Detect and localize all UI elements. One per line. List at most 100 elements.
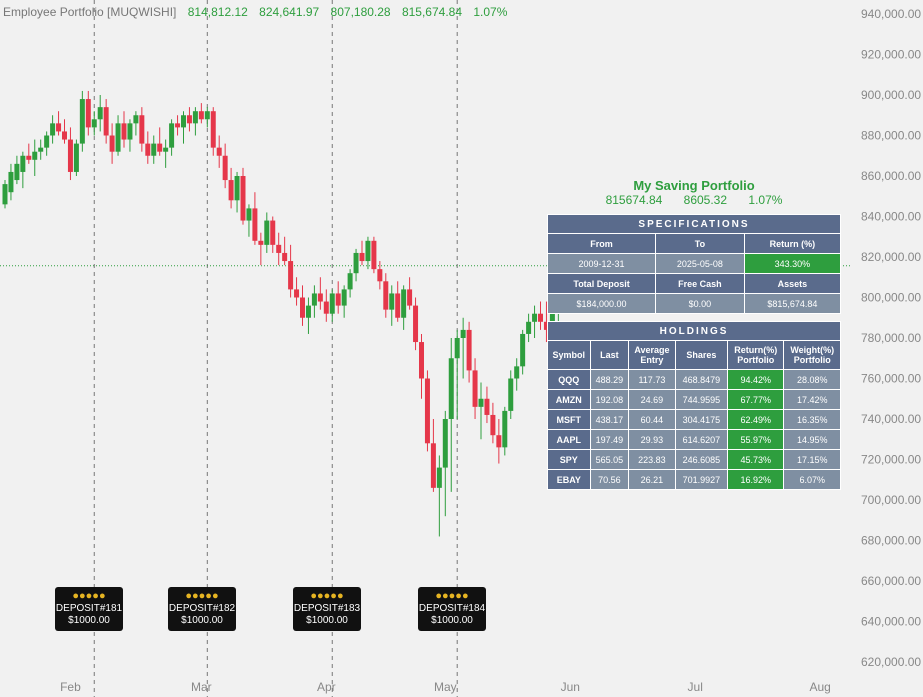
candle-body — [294, 289, 300, 298]
deposit-amount: $1000.00 — [68, 615, 110, 626]
shares-cell: 468.8479 — [674, 369, 729, 390]
y-tick-label: 820,000.00 — [861, 250, 921, 264]
holdings-title: HOLDINGS — [547, 321, 841, 341]
last-cell: 488.29 — [589, 369, 630, 390]
candle-body — [371, 240, 377, 270]
entry-cell: 223.83 — [628, 449, 676, 470]
candle-body — [323, 301, 329, 314]
candle-body — [20, 155, 26, 172]
x-tick-label: Apr — [317, 680, 336, 694]
ohlc-change: 1.07% — [473, 5, 508, 19]
candle-body — [210, 111, 216, 148]
candle-body — [151, 143, 157, 156]
candle-body — [472, 370, 478, 407]
candle-body — [8, 171, 14, 193]
shares-cell: 744.9595 — [674, 389, 729, 410]
candle-body — [73, 143, 79, 172]
candle-body — [383, 281, 389, 310]
price-axis: 940,000.00 920,000.00 900,000.00 880,000.00… — [861, 7, 921, 669]
deposit-label[interactable]: ●●●●● DEPOSIT#184 $1000.00 — [418, 587, 486, 631]
column-header: Weight(%) Portfolio — [783, 340, 841, 370]
ohlc-high: 824,641.97 — [259, 5, 320, 19]
candle-body — [401, 289, 407, 318]
y-tick-label: 900,000.00 — [861, 88, 921, 102]
candle-body — [520, 333, 526, 367]
money-bag-icon: ●●●●● — [72, 590, 106, 602]
money-bag-icon: ●●●●● — [185, 590, 219, 602]
deposit-amount: $1000.00 — [181, 615, 223, 626]
weight-cell: 17.42% — [783, 389, 841, 410]
shares-cell: 701.9927 — [674, 469, 729, 490]
candle-body — [38, 147, 44, 152]
candle-body — [139, 115, 145, 144]
return-cell: 94.42% — [727, 369, 785, 390]
x-tick-label: Jul — [688, 680, 703, 694]
candle-body — [145, 143, 151, 156]
candle-body — [50, 123, 56, 136]
symbol-cell: SPY — [547, 449, 591, 470]
symbol-cell: QQQ — [547, 369, 591, 390]
candle-body — [133, 115, 139, 124]
specifications-title: SPECIFICATIONS — [547, 214, 841, 234]
symbol-cell: AAPL — [547, 429, 591, 450]
y-tick-label: 760,000.00 — [861, 372, 921, 386]
candle-body — [121, 123, 127, 140]
money-bag-icon: ●●●●● — [310, 590, 344, 602]
y-tick-label: 880,000.00 — [861, 129, 921, 143]
return-cell: 55.97% — [727, 429, 785, 450]
y-tick-label: 660,000.00 — [861, 574, 921, 588]
candle-body — [163, 147, 169, 152]
candle-body — [2, 184, 8, 205]
from-value: 2009-12-31 — [546, 253, 657, 274]
entry-cell: 26.21 — [628, 469, 676, 490]
deposit-label[interactable]: ●●●●● DEPOSIT#183 $1000.00 — [293, 587, 361, 631]
deposit-name: DEPOSIT#184 — [418, 603, 486, 614]
candle-body — [502, 410, 508, 448]
portfolio-name: My Saving Portfolio — [633, 178, 755, 193]
candle-body — [419, 342, 424, 379]
to-value: 2025-05-08 — [655, 253, 745, 274]
deposit-name: DEPOSIT#183 — [293, 603, 361, 614]
candle-body — [549, 309, 555, 330]
candle-body — [490, 414, 496, 436]
ohlc-low: 807,180.28 — [330, 5, 391, 19]
candle-body — [448, 358, 454, 419]
candle-body — [454, 338, 460, 359]
entry-cell: 29.93 — [628, 429, 676, 450]
chart-header: Employee Portfolio [MUQWISHI] 814,812.12… — [3, 5, 515, 19]
candle-body — [14, 163, 20, 181]
column-header: Return(%) Portfolio — [727, 340, 785, 370]
candle-body — [222, 155, 228, 181]
free-cash-value: $0.00 — [655, 293, 745, 314]
candle-body — [282, 252, 288, 262]
candle-body — [97, 107, 103, 120]
candle-body — [115, 123, 121, 152]
return-label: Return (%) — [743, 233, 842, 254]
deposit-name: DEPOSIT#182 — [168, 603, 236, 614]
table-row: MSFT 438.17 60.44 304.4175 62.49% 16.35% — [547, 409, 841, 430]
candle-body — [26, 155, 32, 160]
holdings-table: HOLDINGS Symbol Last Average Entry Share… — [547, 321, 841, 490]
weight-cell: 14.95% — [783, 429, 841, 450]
candle-body — [85, 99, 91, 128]
candle-body — [62, 131, 67, 140]
entry-cell: 24.69 — [628, 389, 676, 410]
column-header: Shares — [674, 340, 729, 370]
candle-body — [175, 123, 181, 128]
y-tick-label: 620,000.00 — [861, 655, 921, 669]
deposit-label[interactable]: ●●●●● DEPOSIT#181 $1000.00 — [55, 587, 123, 631]
candle-body — [258, 240, 264, 245]
assets-value: $815,674.84 — [743, 293, 842, 314]
symbol-cell: MSFT — [547, 409, 591, 430]
y-tick-label: 920,000.00 — [861, 48, 921, 62]
specifications-table: SPECIFICATIONS From To Return (%) 2009-1… — [546, 214, 842, 314]
candle-body — [526, 321, 532, 334]
x-tick-label: Aug — [809, 680, 830, 694]
deposit-label[interactable]: ●●●●● DEPOSIT#182 $1000.00 — [168, 587, 236, 631]
column-header: Symbol — [547, 340, 591, 370]
candle-body — [532, 313, 538, 322]
candle-body — [341, 289, 347, 306]
candle-body — [169, 123, 175, 148]
y-tick-label: 780,000.00 — [861, 331, 921, 345]
